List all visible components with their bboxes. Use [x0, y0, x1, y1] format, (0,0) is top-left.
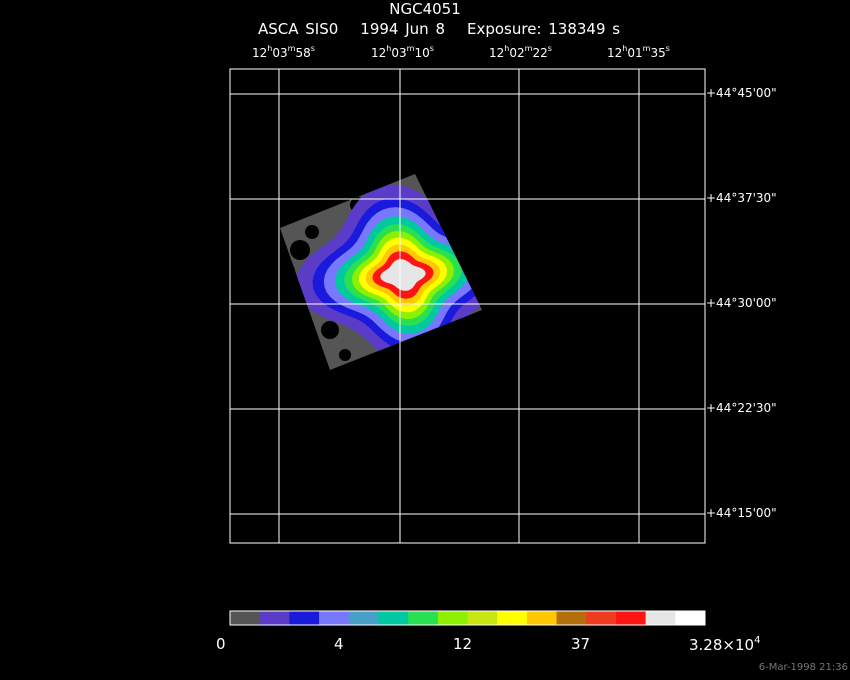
- colorbar-swatch: [467, 611, 498, 625]
- colorbar-tick-label: 4: [334, 635, 344, 653]
- instrument-label: ASCA SIS0: [258, 20, 339, 38]
- colorbar-swatch: [378, 611, 409, 625]
- colorbar-tick-label: 0: [216, 635, 226, 653]
- noise-gap: [290, 240, 310, 260]
- noise-gap: [285, 265, 295, 275]
- noise-gap: [289, 293, 303, 307]
- dec-tick-label: +44°45'00": [706, 86, 777, 100]
- colorbar-swatch: [348, 611, 379, 625]
- chart-title: NGC4051: [389, 0, 461, 18]
- dec-tick-label: +44°22'30": [706, 401, 777, 415]
- noise-gap: [305, 225, 319, 239]
- dec-tick-label: +44°30'00": [706, 296, 777, 310]
- colorbar-swatch: [259, 611, 290, 625]
- colorbar-swatch: [437, 611, 468, 625]
- ra-tick-label: 12h01m35s: [607, 44, 670, 60]
- colorbar-swatch: [615, 611, 647, 625]
- dec-tick-label: +44°37'30": [706, 191, 777, 205]
- xray-image: [280, 174, 482, 370]
- colorbar: [229, 610, 706, 626]
- colorbar-tick-label: 37: [571, 635, 591, 653]
- coordinate-grid: [230, 69, 705, 543]
- colorbar-swatch: [526, 611, 558, 625]
- noise-gap: [321, 321, 339, 339]
- exposure-label: Exposure: 138349 s: [467, 20, 621, 38]
- chart-subtitle: ASCA SIS0 1994 Jun 8 Exposure: 138349 s: [258, 20, 642, 38]
- colorbar-tick-label: 3.28×104: [689, 635, 761, 654]
- colorbar-swatch: [645, 611, 676, 625]
- colorbar-swatch: [556, 611, 587, 625]
- noise-gap: [339, 349, 351, 361]
- intensity-contour: [380, 259, 426, 291]
- colorbar-tick-label: 12: [453, 635, 473, 653]
- ra-tick-label: 12h03m10s: [371, 44, 434, 60]
- observation-date: 1994 Jun 8: [360, 20, 445, 38]
- timestamp: 6-Mar-1998 21:36: [758, 662, 848, 673]
- colorbar-swatch: [586, 611, 617, 625]
- ra-tick-label: 12h02m22s: [489, 44, 552, 60]
- ra-tick-label: 12h03m58s: [252, 44, 315, 60]
- colorbar-frame: [229, 610, 706, 626]
- plot-frame: [229, 68, 706, 544]
- colorbar-swatch: [675, 611, 706, 625]
- colorbar-swatch: [319, 611, 350, 625]
- colorbar-swatch: [408, 611, 439, 625]
- colorbar-swatch: [289, 611, 320, 625]
- colorbar-swatch: [497, 611, 528, 625]
- colorbar-swatch: [230, 611, 261, 625]
- dec-tick-label: +44°15'00": [706, 506, 777, 520]
